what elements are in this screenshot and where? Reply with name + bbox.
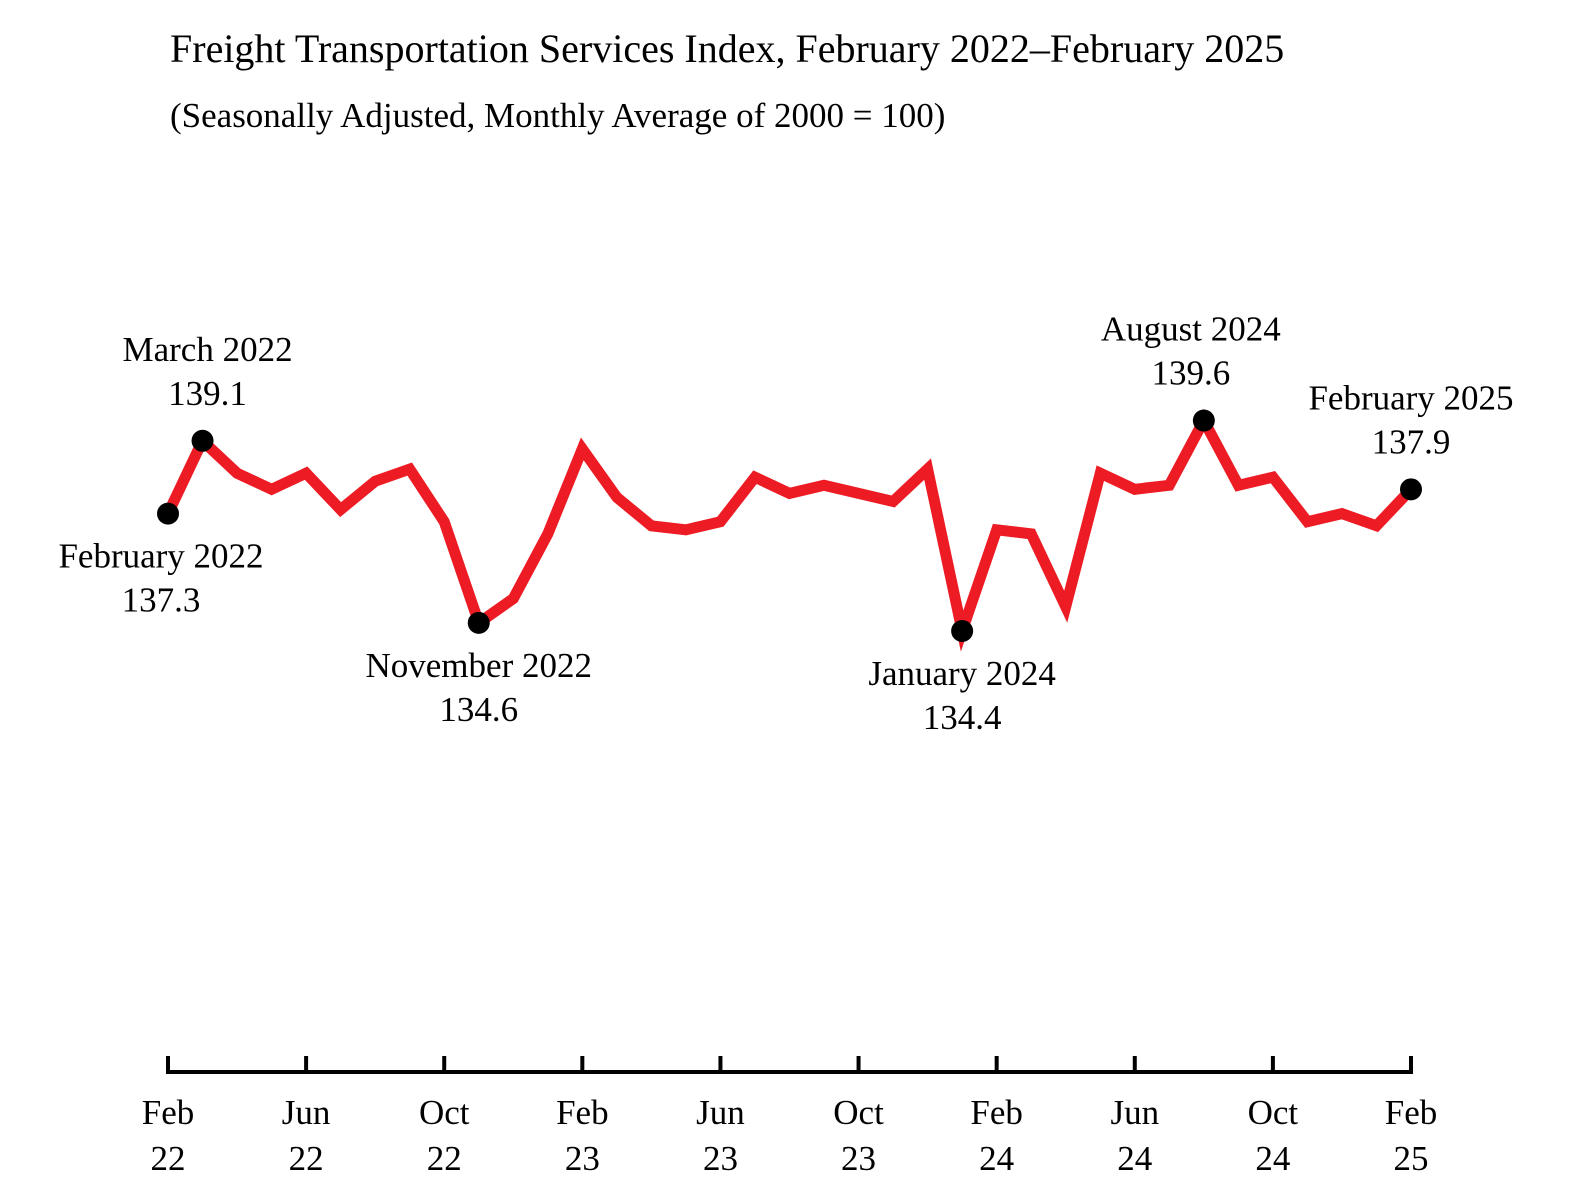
x-tick-label-year: 23 bbox=[841, 1139, 876, 1178]
x-tick-label-year: 22 bbox=[289, 1139, 324, 1178]
data-label-value: 137.3 bbox=[122, 581, 201, 620]
x-tick-label-year: 24 bbox=[979, 1139, 1014, 1178]
data-label-date: March 2022 bbox=[122, 330, 292, 369]
data-point-marker bbox=[191, 429, 214, 452]
x-tick-label-month: Oct bbox=[1248, 1093, 1299, 1132]
x-tick-label-month: Feb bbox=[142, 1093, 195, 1132]
x-tick-label-month: Jun bbox=[282, 1093, 331, 1132]
chart-subtitle: (Seasonally Adjusted, Monthly Average of… bbox=[170, 96, 945, 135]
x-tick-label-year: 23 bbox=[703, 1139, 738, 1178]
x-tick-label-month: Oct bbox=[419, 1093, 470, 1132]
series-line bbox=[163, 408, 1415, 652]
data-label-date: November 2022 bbox=[366, 646, 592, 685]
data-label-date: January 2024 bbox=[868, 654, 1056, 693]
x-tick-label-year: 24 bbox=[1117, 1139, 1152, 1178]
plot-area bbox=[163, 408, 1415, 652]
data-label-value: 134.4 bbox=[923, 698, 1002, 737]
data-label-value: 137.9 bbox=[1372, 422, 1451, 461]
data-label-value: 139.1 bbox=[168, 374, 247, 413]
x-tick-label-month: Feb bbox=[970, 1093, 1023, 1132]
x-tick-label-month: Jun bbox=[1110, 1093, 1159, 1132]
annotations: February 2022 137.3 March 2022 139.1 Novembe… bbox=[58, 310, 1513, 737]
data-point-marker bbox=[951, 619, 974, 642]
data-label-date: February 2025 bbox=[1308, 378, 1513, 417]
data-point-marker bbox=[157, 502, 179, 525]
x-tick-label-month: Feb bbox=[556, 1093, 609, 1132]
x-axis: Feb 22 Jun 22 Oct 22 Feb 23 Jun 23 Oct 23 Feb 24 Jun 24… bbox=[142, 1056, 1438, 1178]
data-point-marker bbox=[467, 611, 490, 634]
x-tick-label-year: 25 bbox=[1394, 1139, 1429, 1178]
data-label-value: 134.6 bbox=[439, 690, 518, 729]
x-tick-label-month: Jun bbox=[696, 1093, 745, 1132]
x-tick-label-year: 24 bbox=[1255, 1139, 1290, 1178]
chart-title: Freight Transportation Services Index, F… bbox=[170, 26, 1284, 71]
x-tick-label-month: Feb bbox=[1385, 1093, 1438, 1132]
data-label-date: August 2024 bbox=[1101, 310, 1281, 349]
data-label-date: February 2022 bbox=[58, 537, 263, 576]
x-tick-label-month: Oct bbox=[833, 1093, 884, 1132]
data-point-marker bbox=[1400, 478, 1422, 501]
x-tick-label-year: 22 bbox=[427, 1139, 462, 1178]
x-tick-label-year: 23 bbox=[565, 1139, 600, 1178]
data-label-value: 139.6 bbox=[1151, 354, 1230, 393]
x-tick-label-year: 22 bbox=[151, 1139, 186, 1178]
data-point-marker bbox=[1192, 409, 1215, 432]
